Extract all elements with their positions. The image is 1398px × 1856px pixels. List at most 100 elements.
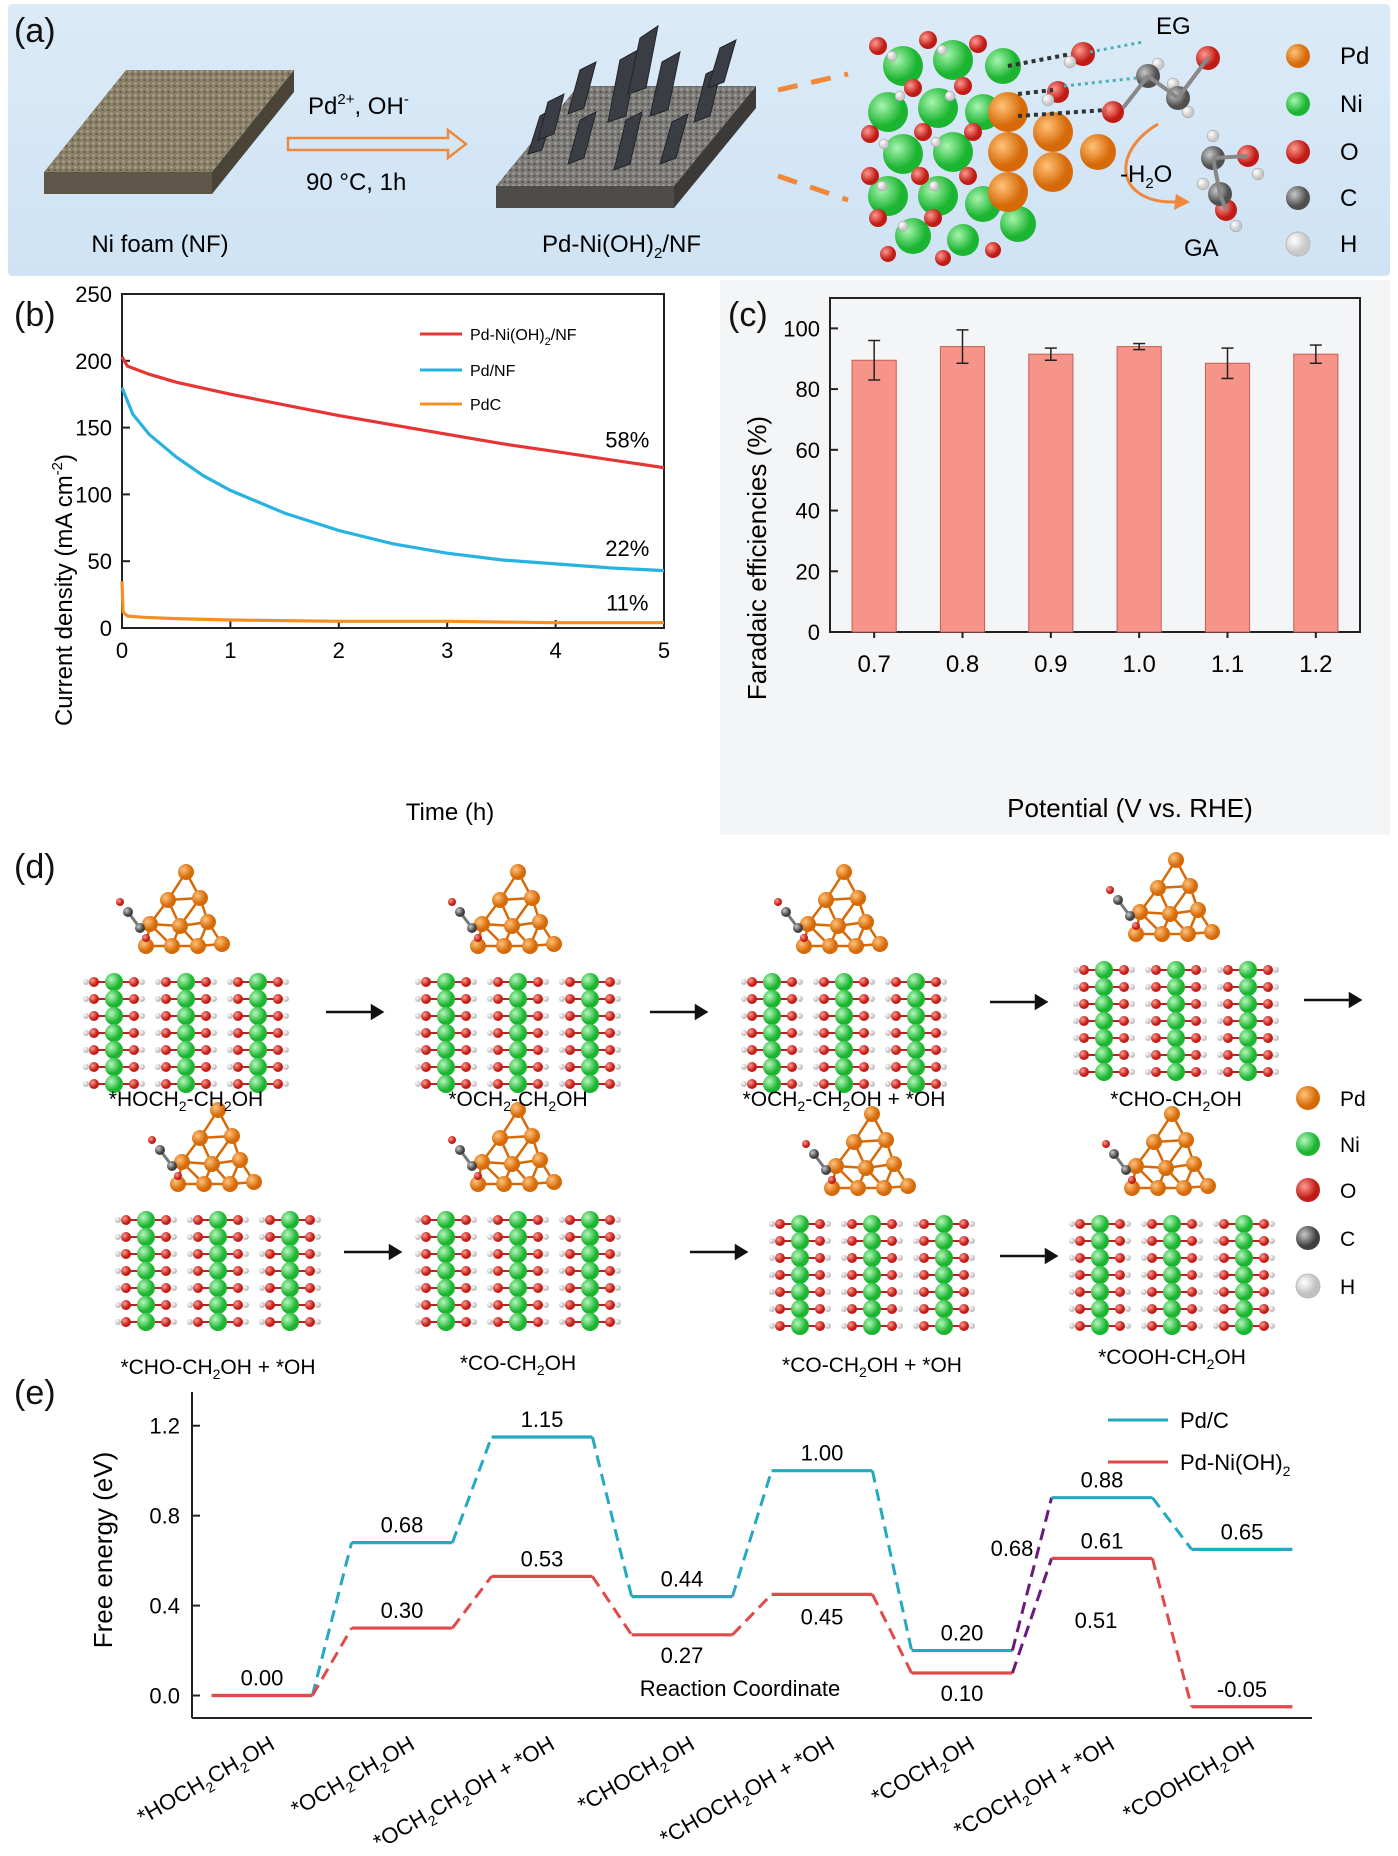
water-elimination-label: -H2O xyxy=(1120,161,1172,192)
nioh2-column xyxy=(487,973,549,1093)
x-tick-label-c-0-8: 0.8 xyxy=(946,651,979,678)
chart-b-legend: Pd-Ni(OH)2/NF Pd/NF PdC xyxy=(420,327,577,414)
pd-cluster xyxy=(170,1102,262,1192)
x-tick-label-c-1-0: 1.0 xyxy=(1122,651,1155,678)
chart-e-free-energy: 0.0 0.4 0.8 1.2 0.68 1.15 0.44 1.00 0.20 0.88 0.65… xyxy=(88,1392,1312,1855)
zoom-line-top xyxy=(777,71,849,93)
chart-e-legend: Pd/C Pd-Ni(OH)2 xyxy=(1108,1408,1291,1479)
connector-pd-c-4 xyxy=(730,1470,774,1598)
x-tick-label-c-1-2: 1.2 xyxy=(1299,651,1332,678)
legend-d-c-swatch xyxy=(1296,1226,1320,1250)
connector-pd-c-2 xyxy=(450,1436,494,1544)
chart-c-faradaic-efficiency: 0 20 40 60 80 100 0.7 0.8 0.9 1.0 1.1 1.2 Potential… xyxy=(742,297,1361,823)
pd-cluster xyxy=(824,1106,916,1196)
bar-0-7 xyxy=(851,359,897,633)
bar-1-1 xyxy=(1204,362,1251,633)
nioh2-column xyxy=(913,1215,975,1335)
panel-d-captions: *HOCH2-CH2OH *OCH2-CH2OH *OCH2-CH2OH + *… xyxy=(109,1088,1246,1382)
value-label-pdc-2: 0.68 xyxy=(381,1513,424,1538)
adsorbate xyxy=(448,1136,482,1180)
legend-label-pd-ni-oh2-nf: Pd-Ni(OH)2/NF xyxy=(470,327,577,348)
x-tick-label-e-2: *OCH2CH2OH xyxy=(287,1731,421,1825)
y-tick-label-50: 50 xyxy=(88,549,112,574)
legend-ni-label: Ni xyxy=(1340,91,1363,118)
y-tick-label-200: 200 xyxy=(75,349,112,374)
chart-c-ylabel: Faradaic efficiencies (%) xyxy=(742,416,772,700)
value-label-pdni-1: 0.00 xyxy=(241,1666,284,1691)
x-tick-label-2: 2 xyxy=(333,638,345,663)
legend-d-o-label: O xyxy=(1340,1180,1356,1203)
structure-model-2 xyxy=(415,864,621,1093)
value-label-pdc-8: 0.65 xyxy=(1221,1519,1264,1544)
connector-pd-c-1 xyxy=(310,1542,354,1696)
nioh2-column xyxy=(741,973,803,1093)
y-tick-label-c-80: 80 xyxy=(796,377,820,402)
chart-b-xlabel: Time (h) xyxy=(406,799,494,826)
chart-b-ylabel: Current density (mA cm-2) xyxy=(49,454,78,726)
legend-pd-label: Pd xyxy=(1340,43,1369,70)
connector-pd-ni-oh-2-3 xyxy=(591,1575,633,1636)
panel-a-legend: Pd Ni O C H xyxy=(1285,43,1369,258)
ni-foam-slab xyxy=(44,70,294,194)
annotation-11: 11% xyxy=(606,591,648,616)
x-tick-label-5: 5 xyxy=(658,638,670,663)
x-tick-label-c-0-9: 0.9 xyxy=(1034,651,1067,678)
y-tick-label-150: 150 xyxy=(75,416,112,441)
panel-label-a: (a) xyxy=(14,12,56,50)
x-tick-label-c-1-1: 1.1 xyxy=(1211,651,1244,678)
state-caption-8: *COOH-CH2OH xyxy=(1098,1346,1246,1372)
connector-pd-ni-oh-2-5 xyxy=(871,1593,913,1674)
value-label-pdc-6: 0.20 xyxy=(941,1621,984,1646)
panel-label-e: (e) xyxy=(14,1374,56,1412)
atomic-model-cluster xyxy=(861,31,1265,266)
value-label-pdni-4: 0.27 xyxy=(661,1643,704,1668)
chart-c-frame xyxy=(829,297,1361,633)
x-tick-label-4: 4 xyxy=(549,638,561,663)
arrow-bottom-label: 90 °C, 1h xyxy=(306,169,406,196)
adsorbate xyxy=(802,1140,836,1184)
eg-label: EG xyxy=(1156,13,1191,40)
panel-a-illustration: Ni foam (NF) Pd2+, OH- 90 °C, 1h Pd-Ni(O… xyxy=(44,13,1369,266)
y-tick-label-e-0: 0.0 xyxy=(149,1684,180,1709)
legend-c-label: C xyxy=(1340,185,1357,212)
pd-ni-oh2-slab xyxy=(496,24,756,208)
bar-1-2 xyxy=(1293,353,1339,633)
value-label-pdni-7: 0.61 xyxy=(1081,1528,1124,1553)
connector-pd-c-7 xyxy=(1151,1496,1193,1551)
panel-label-b: (b) xyxy=(14,296,56,334)
value-label-pdc-3: 1.15 xyxy=(521,1407,564,1432)
nioh2-column xyxy=(227,973,289,1093)
nioh2-column xyxy=(187,1211,249,1331)
value-label-pdc-7: 0.88 xyxy=(1081,1468,1124,1493)
value-label-pdni-2: 0.30 xyxy=(381,1598,424,1623)
panel-label-c: (c) xyxy=(728,296,768,334)
structure-model-4 xyxy=(1073,852,1279,1081)
x-tick-label-e-4: *CHOCH2OH xyxy=(573,1731,700,1821)
nioh2-column xyxy=(487,1211,549,1331)
legend-pd-swatch xyxy=(1286,44,1310,68)
connector-pd-ni-oh-2-6 xyxy=(1010,1557,1054,1674)
nioh2-column xyxy=(83,973,145,1093)
connector-pd-c-5 xyxy=(870,1470,914,1651)
nioh2-column xyxy=(1145,961,1207,1081)
nioh2-column xyxy=(415,973,477,1093)
series-line-pdc xyxy=(120,581,664,625)
x-tick-label-c-0-7: 0.7 xyxy=(857,651,890,678)
barrier-label-pdni: 0.51 xyxy=(1075,1608,1118,1633)
legend-d-ni-swatch xyxy=(1296,1132,1320,1156)
chart-b-frame xyxy=(121,293,665,629)
bar-0-8 xyxy=(939,346,986,633)
legend-h-swatch xyxy=(1285,231,1311,257)
structure-model-6 xyxy=(415,1102,621,1331)
y-tick-label-c-20: 20 xyxy=(796,559,820,584)
legend-ni-swatch xyxy=(1286,92,1310,116)
x-tick-label-3: 3 xyxy=(441,638,453,663)
state-caption-4: *CHO-CH2OH xyxy=(1110,1088,1241,1114)
connector-pd-c-6 xyxy=(1010,1497,1054,1651)
value-label-pdc-4: 0.44 xyxy=(661,1567,704,1592)
adsorbate xyxy=(448,898,482,942)
y-tick-label-e-1.2: 1.2 xyxy=(149,1414,180,1439)
panel-d-structures: *HOCH2-CH2OH *OCH2-CH2OH *OCH2-CH2OH + *… xyxy=(83,852,1366,1382)
chart-e-xlabel: Reaction Coordinate xyxy=(640,1676,841,1701)
state-caption-5: *CHO-CH2OH + *OH xyxy=(120,1356,315,1382)
